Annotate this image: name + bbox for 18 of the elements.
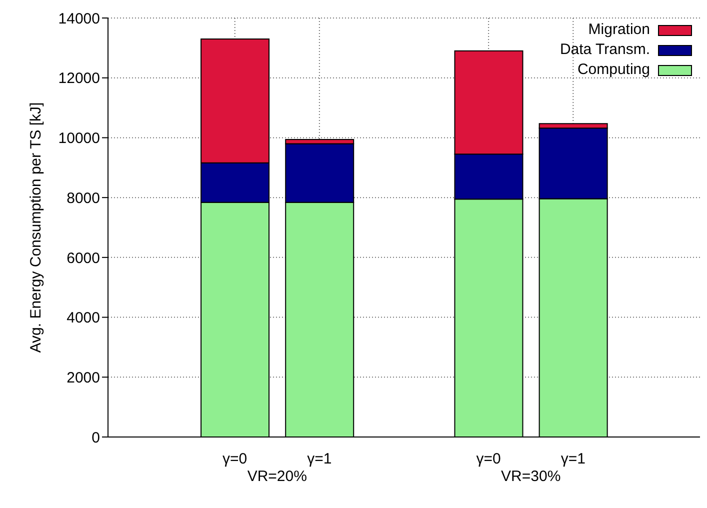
y-tick-label: 0 <box>92 429 100 446</box>
y-tick-label: 10000 <box>58 130 100 148</box>
y-axis-title: Avg. Energy Consumption per TS [kJ] <box>27 102 44 353</box>
y-tick-label: 2000 <box>66 369 100 386</box>
x-tick-label: γ=0 <box>222 450 248 468</box>
y-tick-label: 6000 <box>66 250 100 267</box>
legend-label: Migration <box>588 20 650 40</box>
x-tick-label: γ=0 <box>476 450 501 468</box>
x-tick-label: γ=1 <box>307 450 332 468</box>
legend-label: Data Transm. <box>560 40 650 60</box>
y-tick-label: 8000 <box>66 190 100 207</box>
x-tick-label: γ=1 <box>560 450 586 468</box>
y-tick-label: 14000 <box>58 10 100 28</box>
legend-label: Computing <box>577 60 650 80</box>
y-tick-label: 12000 <box>58 70 100 88</box>
y-tick-label: 4000 <box>66 310 100 327</box>
text: VR=20% <box>246 468 308 485</box>
text: VR=30% <box>500 468 562 485</box>
